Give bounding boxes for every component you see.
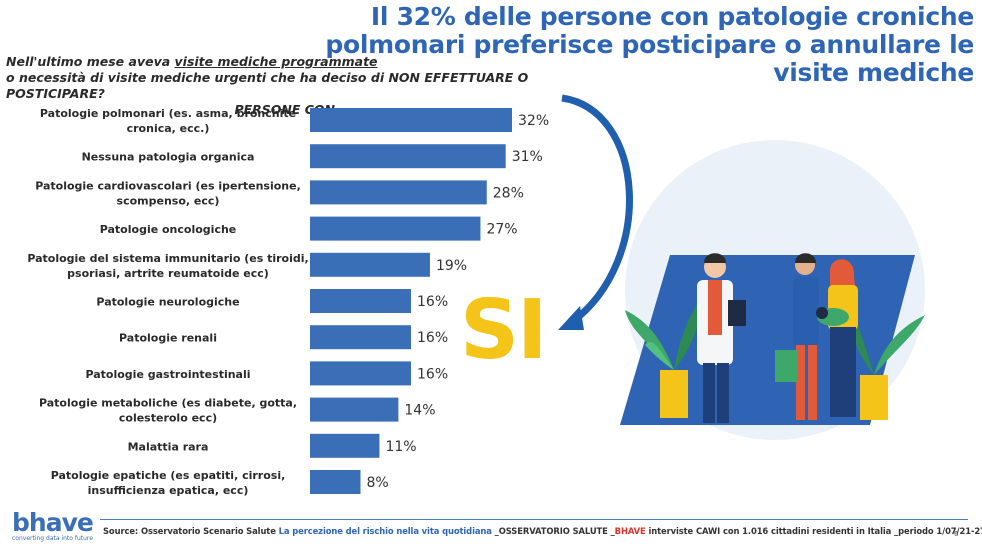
value-label: 16% [417, 294, 448, 310]
category-label: Malattia rara [128, 440, 209, 453]
bar-2 [310, 144, 506, 169]
curved-arrow-icon [558, 94, 633, 330]
category-label: Patologie gastrointestinali [85, 368, 250, 381]
value-label: 14% [404, 403, 435, 419]
value-label: 32% [518, 113, 549, 129]
category-label: Patologie oncologiche [100, 223, 237, 236]
source-brand: BHAVE [614, 526, 646, 536]
category-label: Patologie polmonari (es. asma, bronchite [40, 107, 296, 120]
bar-9 [310, 397, 399, 422]
source-divider [100, 519, 968, 520]
bhave-logo: bhave converting data into future [12, 508, 94, 542]
bar-10 [310, 433, 380, 458]
category-label: Nessuna patologia organica [82, 151, 255, 164]
value-label: 16% [417, 366, 448, 382]
source-note: Source: Osservatorio Scenario Salute La … [103, 526, 982, 536]
category-label: psoriasi, artrite reumatoide ecc) [67, 267, 269, 280]
category-label: scompenso, ecc) [117, 194, 220, 207]
answer-label: SI [460, 283, 548, 378]
value-label: 16% [417, 330, 448, 346]
category-label: cronica, ecc.) [127, 122, 210, 135]
value-label: 19% [436, 258, 467, 274]
source-highlight: La percezione del rischio nella vita quo… [278, 526, 492, 536]
bar-8 [310, 361, 411, 386]
bar-chart: 32% Patologie polmonari (es. asma, bronch… [27, 107, 549, 497]
question-underlined: visite mediche programmate [174, 54, 378, 69]
category-label: Patologie epatiche (es epatiti, cirrosi, [51, 469, 286, 482]
bar-6 [310, 289, 411, 313]
bar-11 [310, 470, 361, 494]
category-label: Patologie neurologiche [96, 296, 239, 309]
logo-tagline: converting data into future [12, 535, 93, 542]
value-label: 8% [367, 475, 389, 491]
category-label: Patologie renali [119, 332, 217, 345]
bar-1 [310, 108, 512, 132]
category-label: Patologie metaboliche (es diabete, gotta… [39, 397, 297, 410]
chart-question: Nell'ultimo mese aveva visite mediche pr… [6, 54, 566, 118]
bar-4 [310, 216, 481, 241]
question-part2: o necessità di visite mediche urgenti ch… [6, 70, 529, 101]
category-label: Patologie cardiovascolari (es ipertensio… [35, 179, 301, 192]
value-label: 31% [512, 149, 543, 165]
value-label: 11% [385, 439, 416, 455]
bar-7 [310, 325, 411, 350]
bar-3 [310, 180, 487, 205]
value-label: 27% [486, 222, 517, 238]
doctor-family-illustration [620, 140, 925, 440]
page-title: Il 32% delle persone con patologie croni… [325, 2, 974, 87]
source-suffix: interviste CAWI con 1.016 cittadini resi… [645, 526, 982, 536]
category-label: insufficienza epatica, ecc) [88, 484, 249, 497]
source-middle: _OSSERVATORIO SALUTE _ [491, 526, 615, 536]
category-label: colesterolo ecc) [119, 412, 217, 425]
question-part1: Nell'ultimo mese aveva [6, 54, 175, 69]
category-label: Patologie del sistema immunitario (es ti… [27, 252, 308, 265]
source-prefix: Source: Osservatorio Scenario Salute [103, 526, 279, 536]
logo-name: bhave [12, 508, 94, 537]
bar-5 [310, 252, 430, 277]
page-number: 6 [954, 530, 959, 538]
value-label: 28% [493, 185, 524, 201]
